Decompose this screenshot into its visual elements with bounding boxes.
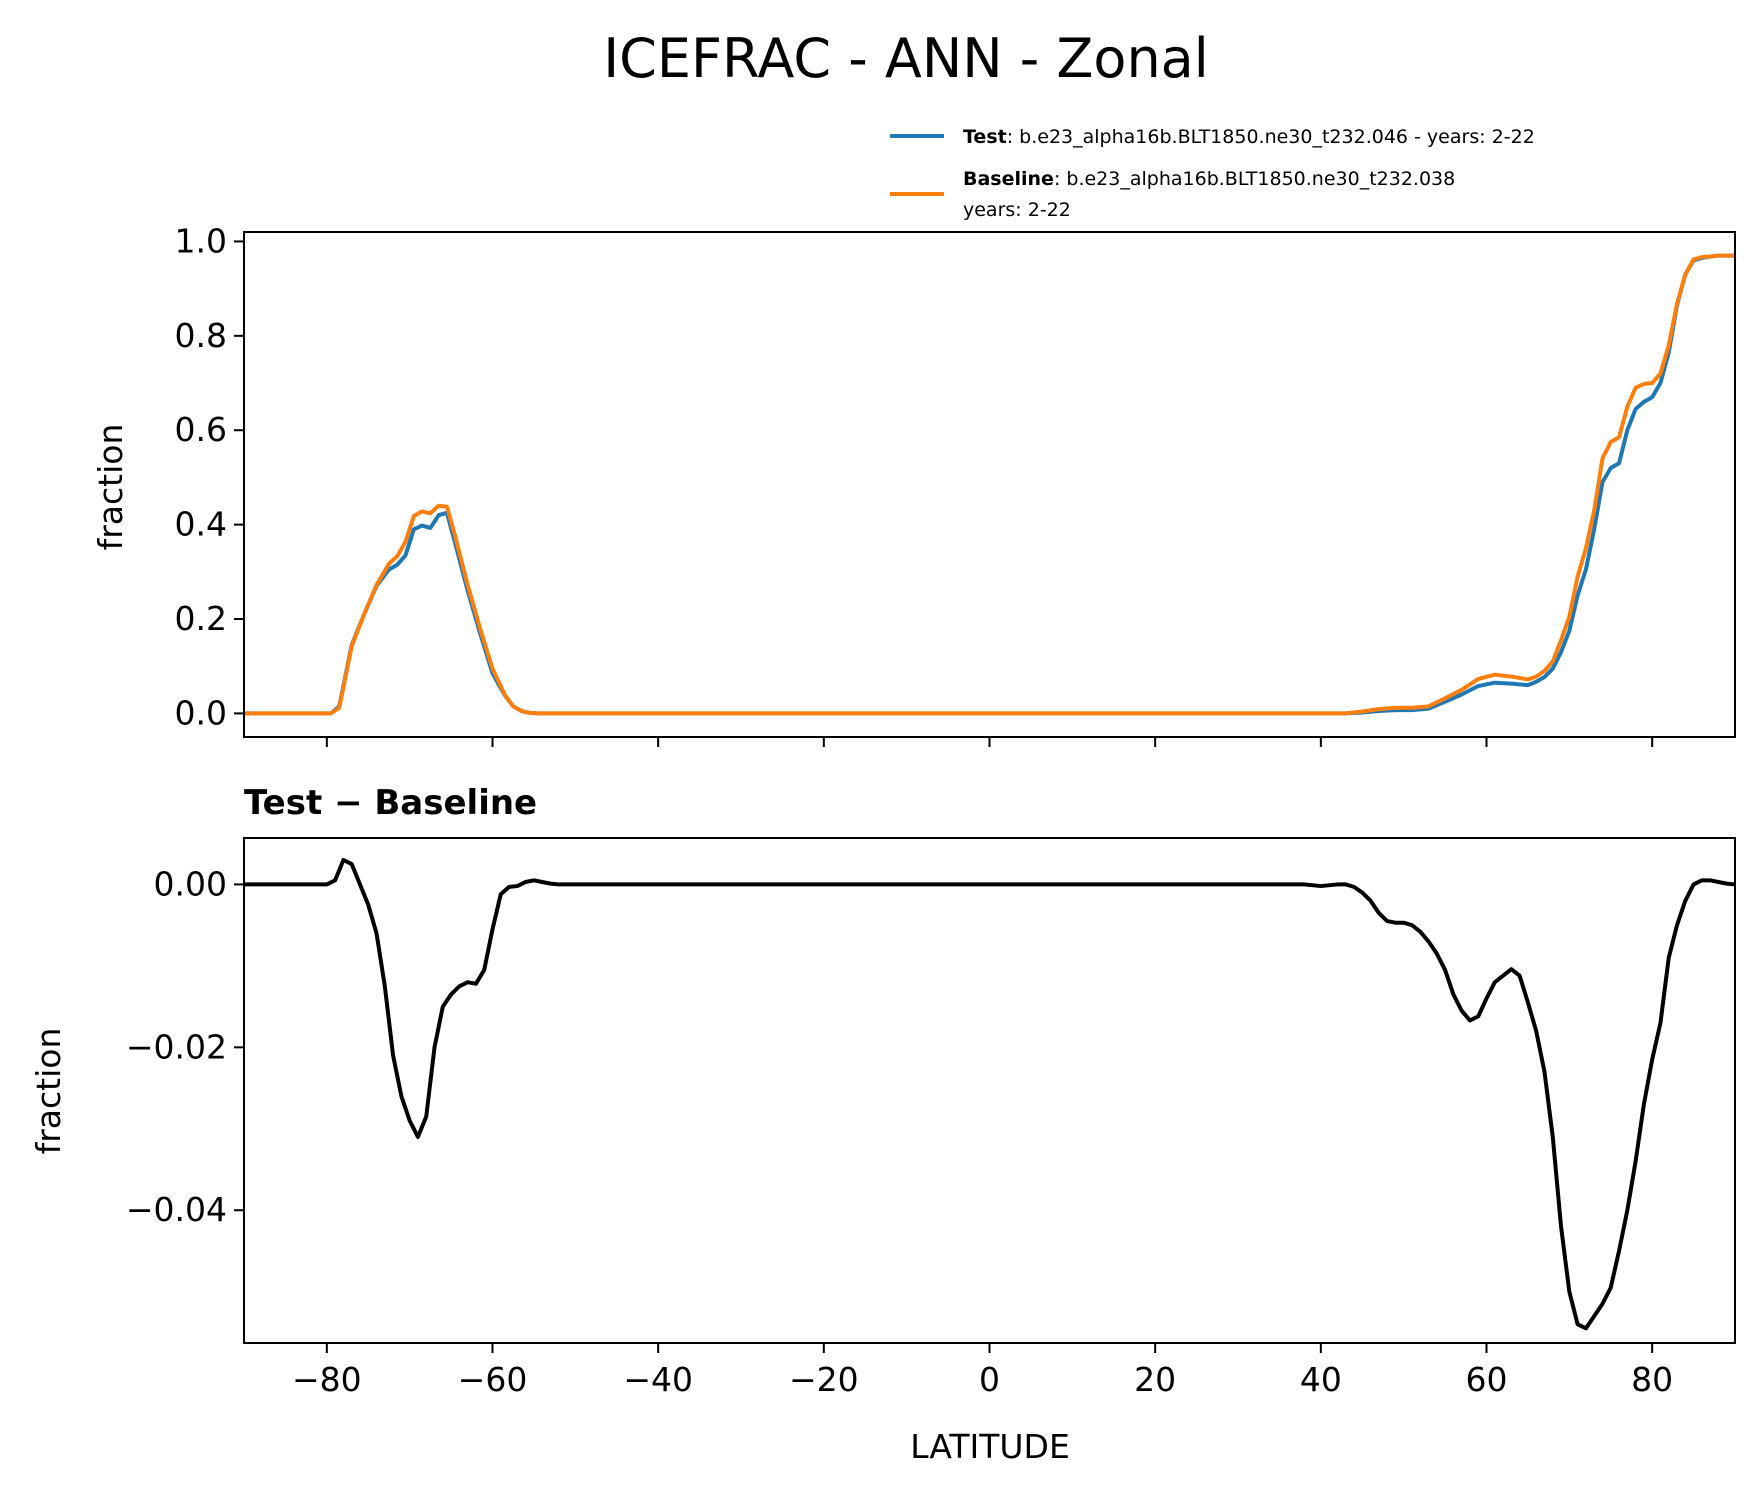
chart-title: ICEFRAC - ANN - Zonal <box>603 27 1209 90</box>
top-x-axis <box>325 737 1654 747</box>
top-series-line-1 <box>244 253 1735 716</box>
legend-entry-baseline: Baseline: b.e23_alpha16b.BLT1850.ne30_t2… <box>963 168 1455 190</box>
bottom-x-tick-label: 60 <box>1466 1360 1508 1399</box>
top-panel: 0.0 0.2 0.4 0.6 0.8 1.0 fraction <box>91 221 1736 747</box>
legend-bold-baseline: Baseline <box>963 168 1054 190</box>
bottom-x-tick-label: −60 <box>458 1360 528 1399</box>
top-y-axis: 0.0 0.2 0.4 0.6 0.8 1.0 <box>175 221 244 732</box>
top-y-tick-label: 0.8 <box>175 316 227 355</box>
top-series-line-0 <box>244 253 1735 716</box>
bottom-x-tick-label: 0 <box>979 1360 1000 1399</box>
top-y-tick-label: 0.6 <box>175 410 227 449</box>
bottom-x-tick-label: 20 <box>1134 1360 1176 1399</box>
top-series-group <box>244 253 1735 716</box>
bottom-series-line-0 <box>244 857 1736 1331</box>
top-y-tick-label: 1.0 <box>175 221 227 260</box>
bottom-x-tick-label: −20 <box>789 1360 859 1399</box>
bottom-y-axis-label: fraction <box>29 1028 68 1155</box>
bottom-x-axis: −80 −60 −40 −20 0 20 40 60 80 <box>292 1343 1673 1399</box>
bottom-y-tick-label: 0.00 <box>154 864 227 903</box>
top-y-tick-label: 0.0 <box>175 693 227 732</box>
bottom-series-group <box>244 857 1736 1331</box>
top-y-tick-label: 0.4 <box>175 505 227 544</box>
bottom-x-tick-label: −40 <box>623 1360 693 1399</box>
legend-text-baseline: : b.e23_alpha16b.BLT1850.ne30_t232.038 <box>1054 168 1455 190</box>
legend-bold-test: Test <box>963 126 1007 148</box>
top-plot-frame <box>243 231 1736 738</box>
bottom-panel: Test − Baseline 0.00 −0.02 −0.04 −80 −60 −40… <box>29 783 1736 1466</box>
bottom-x-tick-label: 80 <box>1631 1360 1673 1399</box>
legend-entry-test: Test: b.e23_alpha16b.BLT1850.ne30_t232.0… <box>963 126 1535 148</box>
bottom-y-tick-label: −0.04 <box>126 1190 227 1229</box>
bottom-x-tick-label: 40 <box>1300 1360 1342 1399</box>
bottom-plot-frame <box>243 837 1736 1344</box>
bottom-x-tick-label: −80 <box>292 1360 362 1399</box>
bottom-y-tick-label: −0.02 <box>126 1027 227 1066</box>
bottom-panel-title: Test − Baseline <box>244 783 537 823</box>
legend-text-test: : b.e23_alpha16b.BLT1850.ne30_t232.046 -… <box>1007 126 1535 148</box>
top-y-tick-label: 0.2 <box>175 599 227 638</box>
x-axis-label: LATITUDE <box>910 1427 1070 1466</box>
top-y-axis-label: fraction <box>91 424 130 551</box>
legend-entry-baseline-line2: years: 2-22 <box>963 199 1071 221</box>
bottom-y-axis: 0.00 −0.02 −0.04 <box>126 864 244 1229</box>
legend: Test: b.e23_alpha16b.BLT1850.ne30_t232.0… <box>890 126 1535 221</box>
